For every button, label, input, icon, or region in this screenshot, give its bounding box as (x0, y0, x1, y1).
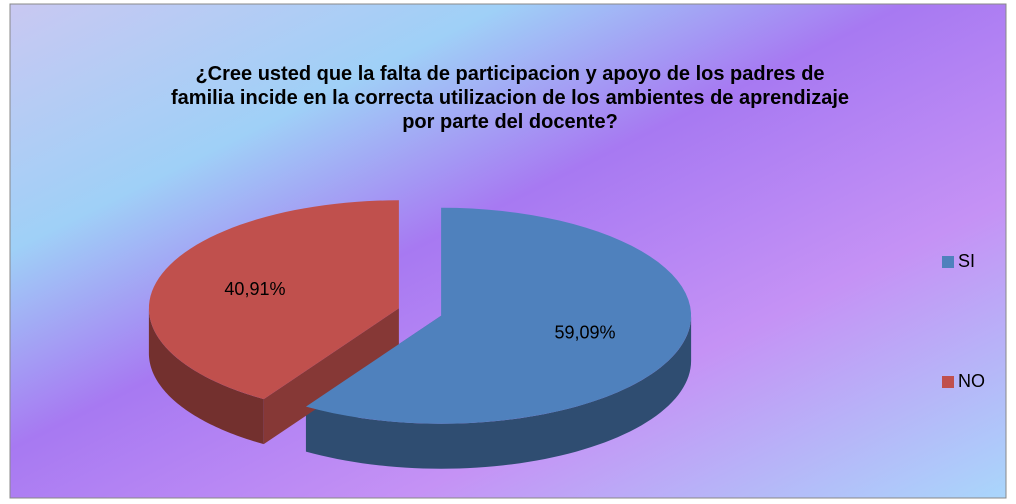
pie: 59,09% 40,91% (148, 200, 692, 469)
slice-wall (148, 308, 264, 445)
slice (305, 207, 692, 424)
chart-title: ¿Cree usted que la falta de participacio… (171, 63, 849, 133)
slice-side (263, 308, 399, 445)
legend-swatch (942, 376, 954, 388)
slice-wall (305, 315, 692, 469)
legend-swatch (942, 256, 954, 268)
legend-label: NO (958, 371, 985, 391)
data-label: 40,91% (224, 279, 285, 299)
slice (148, 200, 399, 400)
legend-label: SI (958, 251, 975, 271)
data-label: 59,09% (555, 323, 616, 343)
